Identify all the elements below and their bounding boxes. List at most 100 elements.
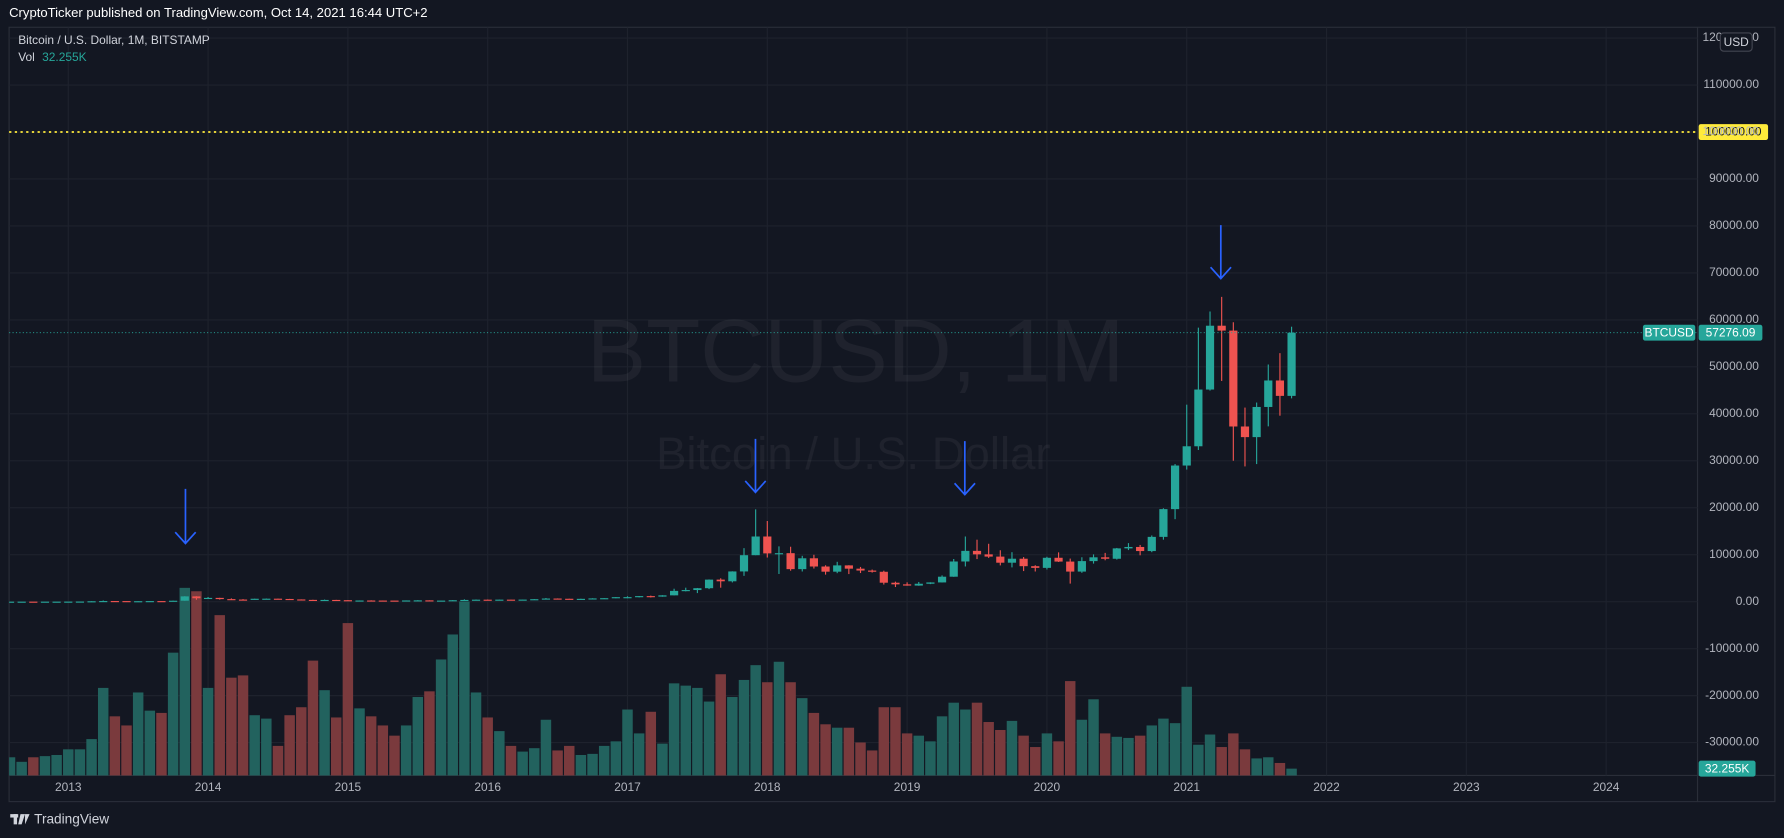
y-tick-label: 40000.00 xyxy=(1709,406,1759,420)
volume-bar xyxy=(1286,768,1297,776)
candle-body xyxy=(1147,536,1156,552)
candle-body xyxy=(355,600,364,602)
volume-bar xyxy=(517,751,528,776)
candle-body xyxy=(320,599,329,602)
volume-bar xyxy=(831,727,843,776)
candle-body xyxy=(215,597,224,600)
volume-bar xyxy=(762,682,773,776)
candles xyxy=(9,296,1296,603)
candle-body xyxy=(658,595,667,597)
candle-body xyxy=(623,597,632,599)
grid xyxy=(9,27,1698,776)
volume-bar xyxy=(1099,733,1111,776)
candle-body xyxy=(285,598,294,601)
volume-bar xyxy=(936,716,948,776)
volume-bar xyxy=(435,659,447,776)
volume-bar xyxy=(1193,744,1204,776)
volume-bar xyxy=(354,708,365,776)
volume-bar xyxy=(995,729,1006,776)
candle-body xyxy=(343,600,352,602)
volume-bar xyxy=(1064,681,1076,776)
candle-body xyxy=(99,601,108,603)
candle-body xyxy=(833,565,842,572)
x-tick-label: 2019 xyxy=(894,780,921,794)
candle-body xyxy=(530,599,539,601)
candle-body xyxy=(1240,426,1250,438)
volume-bar xyxy=(109,716,121,776)
volume-bar xyxy=(424,691,435,776)
candle-body xyxy=(29,601,38,603)
candle-body xyxy=(448,600,457,602)
volume-bar xyxy=(1076,719,1088,776)
annotation-arrows xyxy=(174,225,1232,545)
x-tick-label: 2016 xyxy=(474,780,501,794)
volume-bar xyxy=(1228,733,1239,776)
candle-body xyxy=(1252,406,1261,438)
volume-bar xyxy=(971,702,983,776)
candle-body xyxy=(646,596,655,598)
volume-bar xyxy=(226,677,237,776)
candle-body xyxy=(949,561,958,577)
volume-bar xyxy=(575,754,587,776)
y-tick-label: 110000.00 xyxy=(1703,77,1759,91)
volume-bar xyxy=(39,756,51,776)
candle-body xyxy=(903,584,912,586)
candle-body xyxy=(1007,558,1017,563)
volume-bar xyxy=(727,697,738,776)
volume-bar xyxy=(156,712,167,776)
candle-body xyxy=(879,571,888,583)
volume-bar xyxy=(97,687,109,776)
candle-body xyxy=(704,579,714,589)
y-tick-label: 80000.00 xyxy=(1709,218,1759,232)
y-tick-label: -20000.00 xyxy=(1705,688,1759,702)
candle-body xyxy=(635,596,644,598)
candle-body xyxy=(402,600,411,602)
volume-label-box xyxy=(1698,760,1756,777)
candle-body xyxy=(693,588,702,591)
candle-body xyxy=(227,599,236,601)
candle-body xyxy=(798,558,807,570)
symbol-label: BTCUSD xyxy=(1645,325,1694,339)
y-tick-label: 70000.00 xyxy=(1709,265,1759,279)
price-scale: -30000.00 -20000.00 -10000.00 0.00 10000.00 2… xyxy=(1703,30,1760,748)
candle-body xyxy=(378,600,387,602)
volume-bar xyxy=(948,702,959,776)
volume-bar xyxy=(144,710,156,776)
volume-bar xyxy=(1053,741,1064,776)
candle-body xyxy=(576,598,585,600)
volume-bar xyxy=(913,735,924,776)
volume-bar xyxy=(505,745,517,776)
candle-body xyxy=(9,601,15,603)
volume-bar xyxy=(1030,747,1041,776)
candle-body xyxy=(506,599,516,601)
candle-body xyxy=(425,600,434,602)
candle-body xyxy=(40,601,50,603)
currency-badge xyxy=(1719,32,1753,52)
volume-bar xyxy=(470,692,482,776)
volume-bar xyxy=(447,634,458,776)
candle-body xyxy=(611,597,620,599)
x-tick-label: 2020 xyxy=(1034,780,1061,794)
volume-bar xyxy=(51,754,62,776)
logo-part xyxy=(18,814,30,825)
y-tick-label: 0.00 xyxy=(1736,594,1760,608)
volume-bar xyxy=(132,692,144,776)
candle-body xyxy=(1031,566,1040,568)
candle-body xyxy=(763,536,772,554)
symbol-label-box xyxy=(1642,324,1696,341)
volume-bar xyxy=(74,749,86,776)
volume-bar xyxy=(808,712,820,776)
candle-body xyxy=(1019,558,1028,567)
candle-body xyxy=(1194,389,1203,447)
arrow xyxy=(953,441,976,496)
volume-bar xyxy=(645,711,657,776)
volume-bar xyxy=(1158,718,1169,776)
candle-body xyxy=(1170,465,1180,510)
candle-body xyxy=(914,583,923,586)
volume-bar xyxy=(1274,762,1286,776)
candle-body xyxy=(774,553,784,555)
volume-bar xyxy=(668,683,680,776)
candle-body xyxy=(1264,380,1273,407)
volume-bar xyxy=(1251,758,1262,776)
candle-body xyxy=(75,601,85,603)
